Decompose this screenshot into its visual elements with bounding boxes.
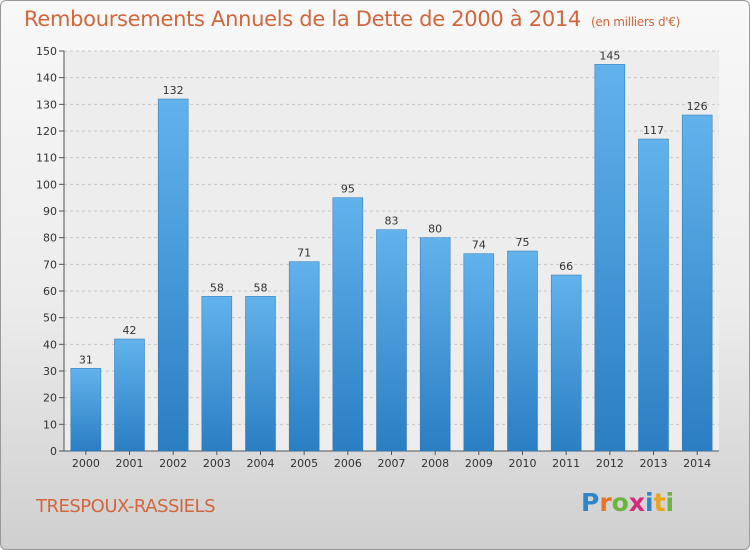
data-label-2014: 126 <box>687 100 708 113</box>
bar-2007 <box>376 229 407 452</box>
logo-letter: o <box>611 488 629 517</box>
bar-2013 <box>638 138 669 452</box>
data-label-2000: 31 <box>79 353 93 366</box>
x-tick-label-2003: 2003 <box>203 457 231 470</box>
commune-name: TRESPOUX-RASSIELS <box>36 496 216 517</box>
y-tick-label: 20 <box>43 392 57 405</box>
data-label-2009: 74 <box>472 239 486 252</box>
x-tick-label-2004: 2004 <box>247 457 275 470</box>
y-tick-label: 100 <box>36 178 57 191</box>
proxiti-logo: Proxiti <box>581 488 674 517</box>
bar-2009 <box>463 253 495 452</box>
bar-2005 <box>288 261 320 452</box>
x-tick-label-2005: 2005 <box>290 457 318 470</box>
logo-letter: i <box>665 488 675 517</box>
x-tick-label-2002: 2002 <box>159 457 187 470</box>
y-tick-label: 60 <box>43 285 57 298</box>
y-tick-label: 10 <box>43 418 57 431</box>
bar-2010 <box>507 250 538 452</box>
y-tick-label: 140 <box>36 72 57 85</box>
data-label-2007: 83 <box>385 215 399 228</box>
bar-2004 <box>245 296 276 452</box>
bar-2011 <box>550 274 582 452</box>
bar-2014 <box>681 114 713 452</box>
logo-letter: r <box>599 488 612 517</box>
x-tick-label-2008: 2008 <box>421 457 449 470</box>
x-tick-label-2013: 2013 <box>640 457 668 470</box>
logo-letter: t <box>653 488 666 517</box>
data-label-2010: 75 <box>516 236 530 249</box>
x-tick-label-2006: 2006 <box>334 457 362 470</box>
bar-2001 <box>114 338 145 452</box>
bar-2002 <box>157 98 189 452</box>
data-label-2003: 58 <box>210 281 224 294</box>
y-tick-label: 80 <box>43 232 57 245</box>
bar-2012 <box>594 64 626 452</box>
data-label-2006: 95 <box>341 183 355 196</box>
data-label-2005: 71 <box>297 247 311 260</box>
data-label-2004: 58 <box>254 281 268 294</box>
data-label-2008: 80 <box>428 223 442 236</box>
y-tick-label: 90 <box>43 205 57 218</box>
x-tick-label-2012: 2012 <box>596 457 624 470</box>
data-label-2013: 117 <box>643 124 664 137</box>
chart-title-text: Remboursements Annuels de la Dette de 20… <box>24 7 581 31</box>
y-tick-label: 50 <box>43 312 57 325</box>
logo-letter: P <box>581 488 600 517</box>
x-tick-label-2007: 2007 <box>378 457 406 470</box>
y-tick-label: 70 <box>43 258 57 271</box>
bar-2000 <box>70 368 102 452</box>
logo-letter: i <box>645 488 654 517</box>
y-tick-label: 120 <box>36 125 57 138</box>
x-tick-label-2010: 2010 <box>509 457 537 470</box>
bar-2003 <box>201 296 233 452</box>
data-label-2002: 132 <box>163 84 184 97</box>
x-tick-label-2011: 2011 <box>552 457 580 470</box>
y-tick-label: 40 <box>43 338 57 351</box>
x-tick-label-2014: 2014 <box>683 457 711 470</box>
data-label-2001: 42 <box>123 324 137 337</box>
y-tick-label: 30 <box>43 365 57 378</box>
chart-subtitle: (en milliers d'€) <box>591 15 681 29</box>
x-tick-label-2009: 2009 <box>465 457 493 470</box>
logo-letter: x <box>628 488 645 517</box>
y-tick-label: 110 <box>36 152 57 165</box>
bar-2006 <box>332 197 364 452</box>
data-label-2012: 145 <box>599 49 620 62</box>
data-label-2011: 66 <box>559 260 573 273</box>
x-tick-label-2000: 2000 <box>72 457 100 470</box>
bar-2008 <box>419 237 451 452</box>
y-tick-label: 150 <box>36 45 57 58</box>
chart-title: Remboursements Annuels de la Dette de 20… <box>24 7 680 31</box>
y-tick-label: 0 <box>50 445 57 458</box>
y-tick-label: 130 <box>36 98 57 111</box>
x-tick-label-2001: 2001 <box>116 457 144 470</box>
